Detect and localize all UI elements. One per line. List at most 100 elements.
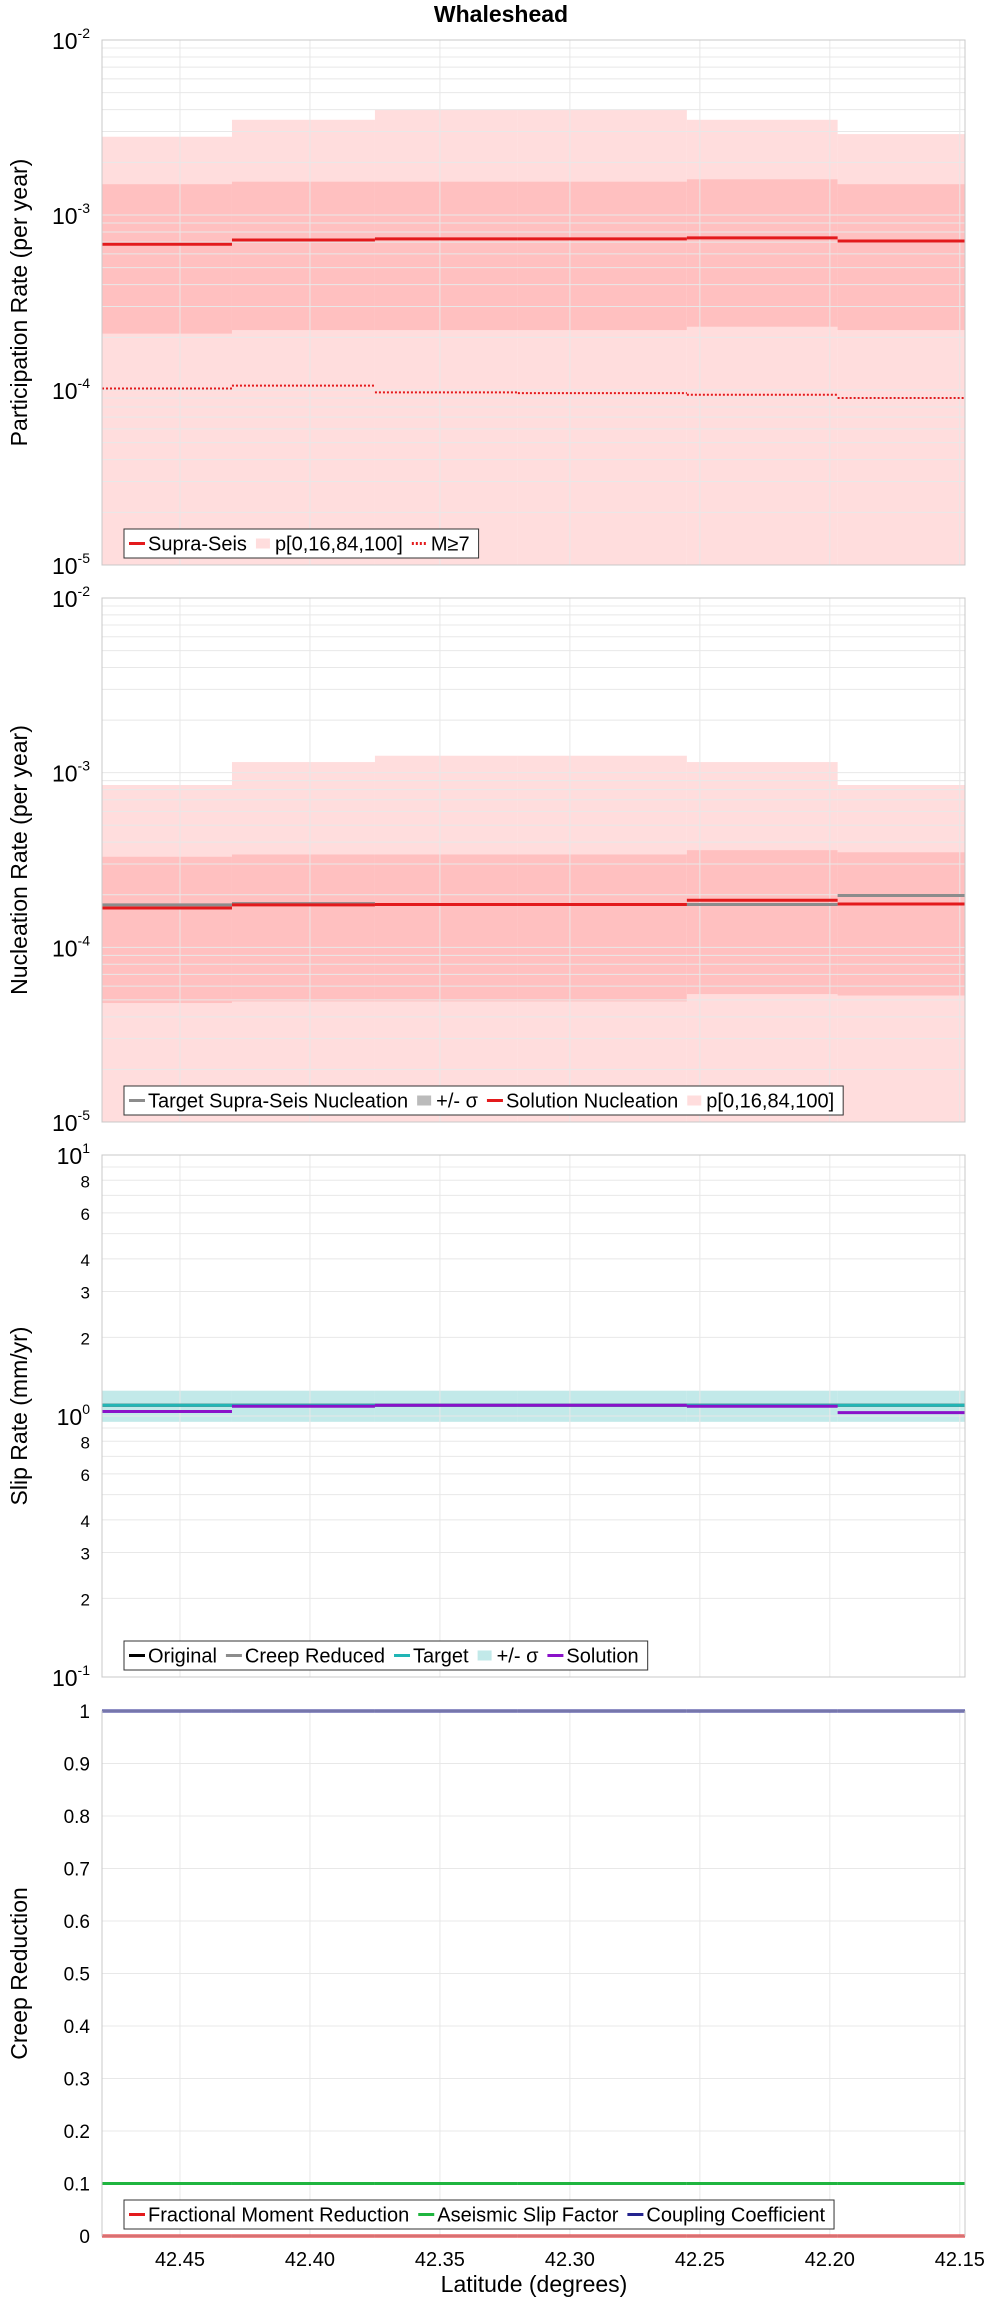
band-inner-nucleation: [686, 850, 838, 995]
legend-label: p[0,16,84,100]: [275, 534, 403, 556]
band-inner-nucleation: [517, 854, 687, 1002]
legend-item: +/- σ: [477, 1646, 539, 1668]
y-tick-label: 0.1: [64, 2175, 90, 2196]
x-tick-label: 42.25: [675, 2249, 725, 2271]
legend-label: Solution: [566, 1646, 638, 1668]
y-tick-label: 10-4: [52, 932, 90, 961]
legend: Supra-Seis p[0,16,84,100] M≥7: [123, 528, 480, 559]
y-tick-label: 10-4: [52, 375, 90, 404]
y-axis-label: Slip Rate (mm/yr): [6, 1327, 32, 1506]
band-inner-nucleation: [837, 852, 965, 996]
y-tick-label: 0.3: [64, 2070, 90, 2091]
x-tick-label: 42.35: [415, 2249, 465, 2271]
y-minor-tick-label: 8: [81, 1172, 90, 1191]
legend: Target Supra-Seis Nucleation +/- σ Solutio…: [123, 1085, 844, 1116]
panel-participation: 10-5 10-4 10-3 10-2 Participation Rate (per …: [6, 25, 966, 579]
legend-swatch: [477, 1650, 492, 1661]
y-tick-label: 10-3: [52, 200, 90, 229]
y-minor-tick-label: 3: [81, 1544, 90, 1563]
y-tick-label: 0.6: [64, 1912, 90, 1933]
y-axis-label: Participation Rate (per year): [6, 159, 32, 447]
y-tick-label: 10-3: [52, 758, 90, 787]
y-tick-label: 10-1: [52, 1662, 90, 1691]
legend-frame: [123, 2199, 835, 2230]
legend-swatch: [417, 1095, 432, 1106]
legend-item: p[0,16,84,100]: [255, 534, 403, 556]
plot-frame: [101, 1154, 966, 1678]
x-tick-label: 42.45: [155, 2249, 205, 2271]
chart-title: Whaleshead: [434, 1, 568, 27]
legend: Fractional Moment Reduction Aseismic Slip…: [123, 2199, 835, 2230]
band-inner-participation: [374, 181, 518, 331]
band-inner-nucleation: [374, 854, 518, 1002]
plot-frame: [101, 597, 966, 1123]
band-inner-participation: [837, 184, 965, 331]
legend-label: Target: [413, 1646, 469, 1668]
legend-label: Original: [148, 1646, 217, 1668]
panel-creep: 0 0.1 0.2 0.3 0.4 0.5 0.6 0.7 0.8 0.9 1 Creep Reduc…: [6, 1702, 966, 2248]
band-inner-participation: [686, 179, 838, 327]
y-minor-tick-label: 3: [81, 1283, 90, 1302]
legend-label: Coupling Coefficient: [646, 2205, 825, 2227]
y-tick-label: 101: [57, 1140, 91, 1169]
band-inner-participation: [231, 181, 375, 331]
y-minor-tick-label: 8: [81, 1433, 90, 1452]
legend-label: M≥7: [431, 534, 470, 556]
panel-slip: 10-1 100 101 2 3 4 6 8 2 3 4 6 8 Slip Rate (mm/yr) Ori…: [6, 1140, 966, 1691]
legend-item: Aseismic Slip Factor: [418, 2205, 619, 2227]
legend-label: Aseismic Slip Factor: [437, 2205, 618, 2227]
y-tick-label: 10-2: [52, 25, 90, 54]
y-minor-tick-label: 4: [81, 1251, 90, 1270]
legend-item: Creep Reduced: [225, 1646, 385, 1668]
y-tick-label: 0: [79, 2227, 90, 2248]
legend-item: Coupling Coefficient: [627, 2205, 825, 2227]
legend-label: +/- σ: [497, 1646, 539, 1668]
legend-item: Solution Nucleation: [486, 1091, 678, 1113]
legend-item: M≥7: [411, 534, 470, 556]
x-tick-label: 42.40: [285, 2249, 335, 2271]
legend-swatch: [255, 538, 270, 549]
y-minor-tick-label: 2: [81, 1590, 90, 1609]
legend-label: Creep Reduced: [245, 1646, 385, 1668]
x-axis-label: Latitude (degrees): [441, 2271, 628, 2297]
band-inner-nucleation: [102, 856, 232, 1004]
x-tick-label: 42.20: [805, 2249, 855, 2271]
legend-frame: [123, 1085, 844, 1116]
y-minor-tick-label: 6: [81, 1466, 90, 1485]
y-tick-label: 10-2: [52, 583, 90, 612]
y-tick-label: 0.5: [64, 1965, 90, 1986]
legend-frame: [123, 528, 480, 559]
band-inner-nucleation: [231, 854, 375, 1002]
y-minor-tick-label: 2: [81, 1329, 90, 1348]
legend-label: p[0,16,84,100]: [706, 1091, 834, 1113]
band-inner-participation: [102, 184, 232, 334]
x-tick-label: 42.15: [935, 2249, 985, 2271]
y-minor-tick-label: 4: [81, 1512, 90, 1531]
legend-item: Solution: [547, 1646, 639, 1668]
legend-item: Original: [129, 1646, 217, 1668]
legend-item: Fractional Moment Reduction: [129, 2205, 409, 2227]
y-tick-label: 10-5: [52, 1107, 90, 1136]
y-axis-label: Nucleation Rate (per year): [6, 725, 32, 995]
y-minor-tick-label: 6: [81, 1205, 90, 1224]
y-axis-label: Creep Reduction: [6, 1887, 32, 2060]
legend-label: Solution Nucleation: [506, 1091, 678, 1113]
legend-label: Target Supra-Seis Nucleation: [148, 1091, 408, 1113]
plot-frame: [101, 39, 966, 566]
y-tick-label: 0.7: [64, 1860, 90, 1881]
legend-swatch: [687, 1095, 702, 1106]
legend-label: +/- σ: [436, 1091, 478, 1113]
legend-item: Supra-Seis: [129, 534, 247, 556]
band-inner-participation: [517, 181, 687, 331]
y-tick-label: 0.9: [64, 1755, 90, 1776]
y-tick-label: 0.8: [64, 1807, 90, 1828]
y-tick-label: 100: [57, 1401, 91, 1430]
legend-item: Target: [394, 1646, 469, 1668]
plot-frame: [101, 1710, 966, 2237]
legend: Original Creep Reduced Target +/- σ Solution: [123, 1640, 649, 1671]
legend-item: Target Supra-Seis Nucleation: [129, 1091, 408, 1113]
y-tick-label: 0.4: [64, 2017, 91, 2038]
legend-label: Fractional Moment Reduction: [148, 2205, 409, 2227]
y-tick-label: 0.2: [64, 2122, 90, 2143]
